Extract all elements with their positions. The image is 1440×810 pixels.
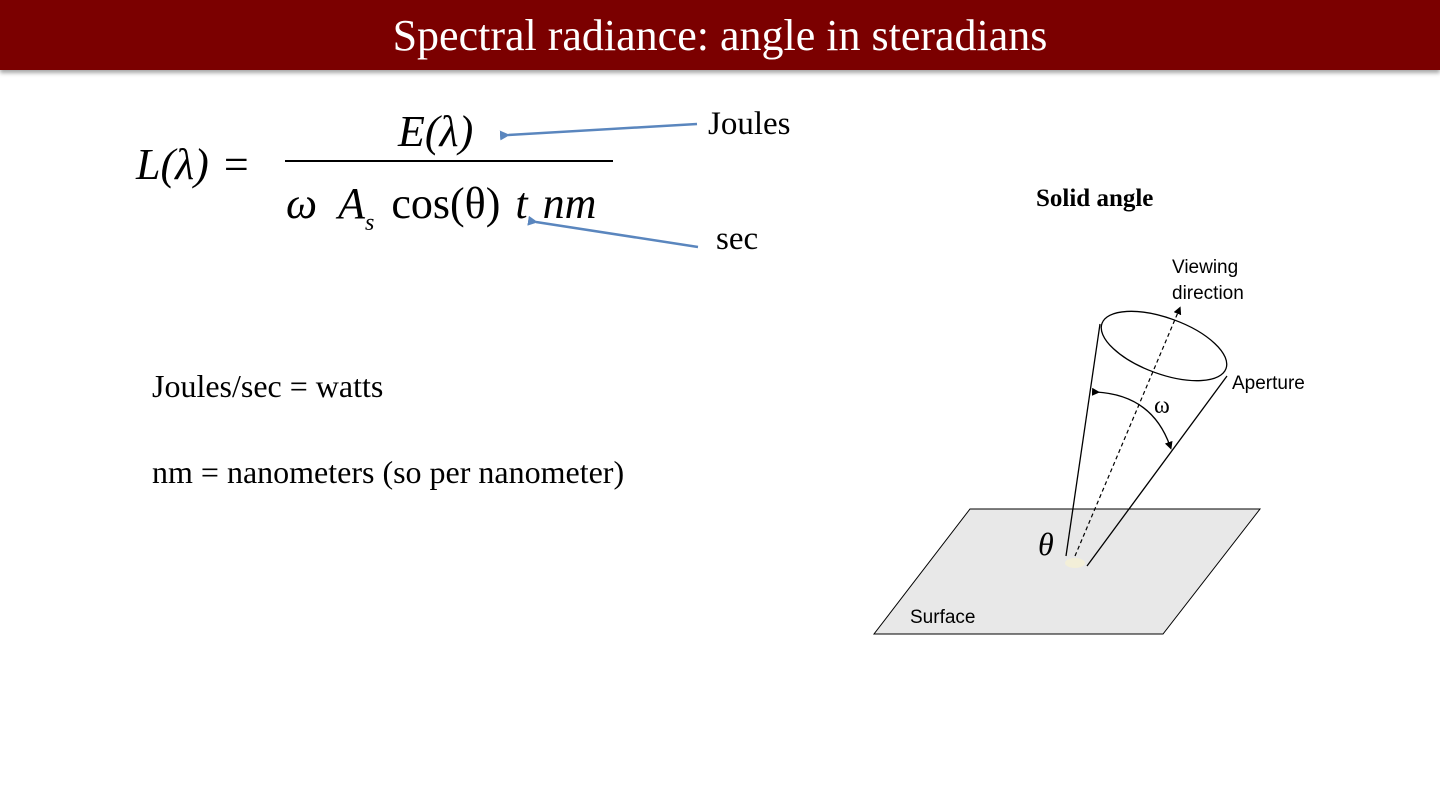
equation-numerator: E(λ) (398, 110, 473, 154)
eq-equals: = (223, 140, 249, 189)
sec-arrow (527, 215, 699, 249)
eq-den-nm: nm (542, 179, 597, 228)
cone-edge-left (1065, 323, 1101, 557)
eq-den-A-sub: s (364, 210, 375, 236)
eq-numerator-text: E(λ) (398, 107, 474, 156)
title-bar: Spectral radiance: angle in steradians (0, 0, 1440, 70)
eq-den-cos: cos(θ) (391, 179, 501, 228)
equation-lhs: L(λ) = (136, 143, 249, 187)
omega-label: ω (1154, 393, 1170, 419)
equation-denominator: ω As cos(θ) t nm (286, 179, 597, 236)
surface-plane (872, 508, 1262, 635)
surface-point (1065, 558, 1085, 568)
omega-arc (1091, 387, 1173, 450)
eq-lhs-text: L(λ) (136, 140, 209, 189)
aperture-label: Aperture (1232, 373, 1305, 394)
viewing-direction-label-1: Viewing (1172, 257, 1238, 278)
eq-den-t: t (515, 179, 528, 228)
note-watts: Joules/sec = watts (152, 368, 384, 404)
note-nanometers: nm = nanometers (so per nanometer) (152, 454, 625, 490)
sec-label: sec (716, 221, 759, 257)
surface-label: Surface (910, 607, 975, 628)
theta-label: θ (1038, 526, 1054, 562)
eq-den-omega: ω (286, 179, 318, 228)
aperture-ellipse (1100, 310, 1228, 382)
slide-title: Spectral radiance: angle in steradians (392, 10, 1048, 60)
fraction-bar (285, 160, 613, 162)
joules-label: Joules (708, 106, 791, 142)
joules-arrow (499, 122, 698, 141)
cone-edge-right (1086, 375, 1228, 567)
viewing-direction-label-2: direction (1172, 283, 1244, 304)
diagram-title: Solid angle (1036, 185, 1154, 212)
eq-den-A: A (338, 179, 365, 228)
